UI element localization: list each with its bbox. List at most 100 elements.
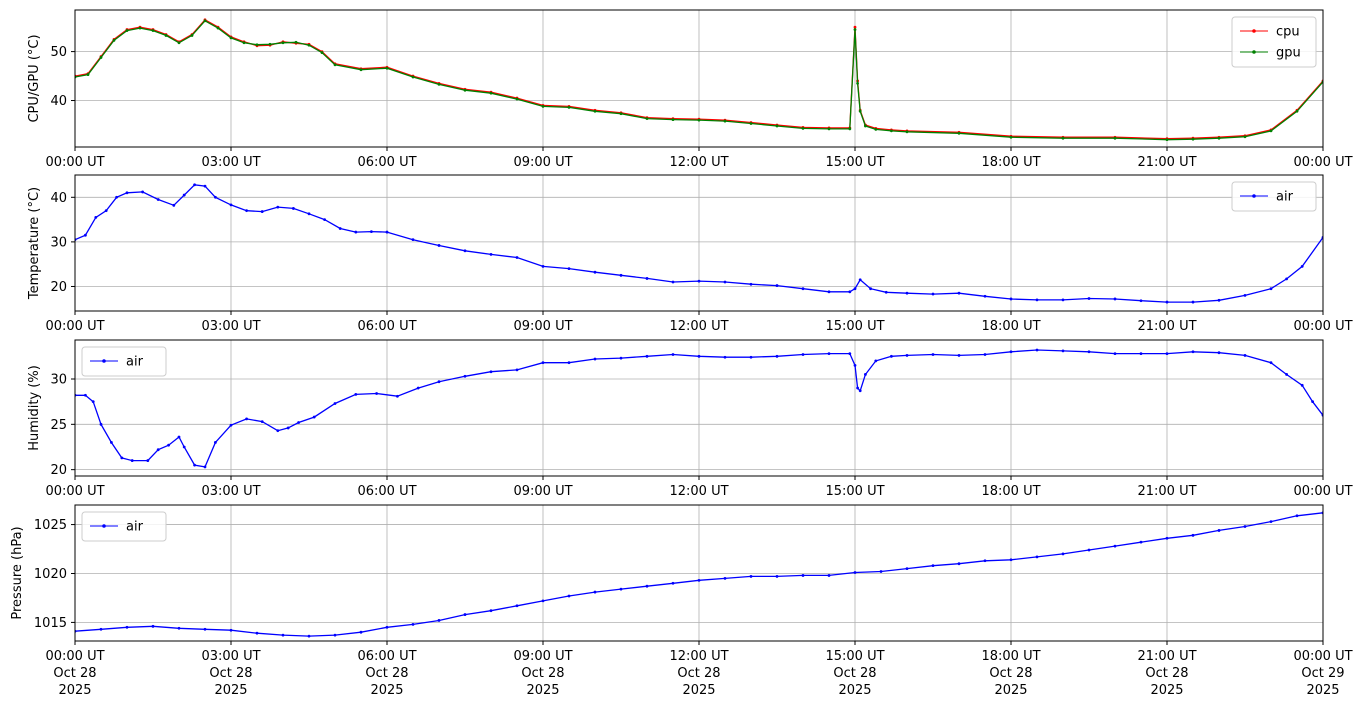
legend-box xyxy=(1231,16,1317,68)
data-point xyxy=(1300,265,1304,268)
data-point xyxy=(957,291,961,295)
data-point xyxy=(112,38,116,42)
legend-marker xyxy=(1252,50,1256,54)
data-point xyxy=(255,43,259,47)
data-point xyxy=(260,210,264,213)
x-tick-label: 21:00 UT xyxy=(1137,649,1196,664)
data-point xyxy=(593,357,597,361)
data-point xyxy=(333,63,337,67)
data-point xyxy=(1217,351,1221,355)
data-point xyxy=(437,82,441,86)
data-point xyxy=(307,634,311,638)
data-point xyxy=(1009,558,1013,562)
data-point xyxy=(125,625,129,629)
series-air xyxy=(75,348,1323,469)
data-point xyxy=(110,441,113,444)
data-point xyxy=(671,280,675,284)
data-point xyxy=(286,426,290,430)
data-point xyxy=(1217,529,1221,532)
data-point xyxy=(515,97,519,101)
x-tick-label: 18:00 UT xyxy=(981,649,1040,664)
legend-marker xyxy=(1252,194,1256,198)
data-point xyxy=(307,43,311,47)
data-point xyxy=(884,290,888,294)
data-point xyxy=(864,373,867,376)
data-point xyxy=(91,400,95,404)
data-point xyxy=(463,613,467,616)
x-tick-year-label: 2025 xyxy=(682,683,715,698)
x-tick-date-label: Oct 28 xyxy=(833,666,876,681)
x-tick-label: 06:00 UT xyxy=(357,649,416,664)
data-point xyxy=(411,622,415,626)
data-point xyxy=(229,628,233,632)
data-point xyxy=(671,353,675,356)
data-point xyxy=(359,630,363,634)
x-tick-label: 15:00 UT xyxy=(825,649,884,664)
data-point xyxy=(354,230,358,234)
x-tick-label: 06:00 UT xyxy=(357,319,416,334)
data-point xyxy=(1113,136,1117,140)
data-point xyxy=(645,277,649,280)
data-point xyxy=(827,127,831,131)
data-point xyxy=(463,374,467,378)
data-point xyxy=(858,389,862,393)
x-tick-label: 12:00 UT xyxy=(669,484,728,499)
x-tick-label: 00:00 UT xyxy=(45,649,104,664)
data-point xyxy=(905,130,909,134)
data-point xyxy=(697,578,701,582)
data-point xyxy=(856,386,859,390)
x-tick-date-label: Oct 28 xyxy=(989,666,1032,681)
x-tick-year-label: 2025 xyxy=(994,683,1027,698)
data-point xyxy=(567,105,571,109)
data-point xyxy=(848,352,852,355)
data-point xyxy=(1191,137,1195,141)
data-point xyxy=(1061,552,1065,556)
data-point xyxy=(1300,383,1304,387)
data-point xyxy=(268,42,272,46)
data-point xyxy=(697,279,701,283)
legend-box xyxy=(1231,181,1317,212)
data-point xyxy=(125,29,129,32)
data-point xyxy=(1217,136,1221,140)
y-tick-label: 40 xyxy=(50,191,67,206)
x-tick-date-label: Oct 28 xyxy=(521,666,564,681)
data-point xyxy=(281,633,285,637)
data-point xyxy=(858,109,862,113)
y-axis-label: CPU/GPU (°C) xyxy=(27,34,42,122)
data-point xyxy=(177,435,181,439)
data-point xyxy=(193,183,197,187)
data-point xyxy=(354,393,358,396)
data-point xyxy=(115,195,118,199)
data-point xyxy=(99,422,103,426)
x-tick-label: 15:00 UT xyxy=(825,155,884,170)
legend-label: gpu xyxy=(1276,46,1301,61)
data-point xyxy=(567,361,571,365)
data-point xyxy=(1295,514,1299,518)
data-point xyxy=(203,627,207,631)
x-tick-label: 00:00 UT xyxy=(45,319,104,334)
y-tick-label: 40 xyxy=(50,94,67,109)
data-point xyxy=(853,28,857,31)
y-tick-label: 25 xyxy=(50,418,67,433)
series-gpu xyxy=(75,19,1323,142)
data-point xyxy=(853,25,857,29)
data-point xyxy=(489,91,493,95)
data-point xyxy=(697,354,701,358)
x-tick-label: 18:00 UT xyxy=(981,484,1040,499)
data-point xyxy=(874,127,878,131)
data-point xyxy=(957,131,961,135)
legend: air xyxy=(81,346,167,377)
data-point xyxy=(437,244,441,247)
data-point xyxy=(242,41,246,45)
y-axis-label: Humidity (%) xyxy=(27,365,42,451)
data-point xyxy=(957,354,961,357)
data-point xyxy=(619,273,623,277)
x-tick-label: 21:00 UT xyxy=(1137,155,1196,170)
data-point xyxy=(323,218,326,221)
y-tick-label: 30 xyxy=(50,372,67,387)
data-point xyxy=(164,34,168,37)
data-point xyxy=(1009,135,1013,139)
data-point xyxy=(1191,533,1195,537)
data-point xyxy=(84,233,87,237)
